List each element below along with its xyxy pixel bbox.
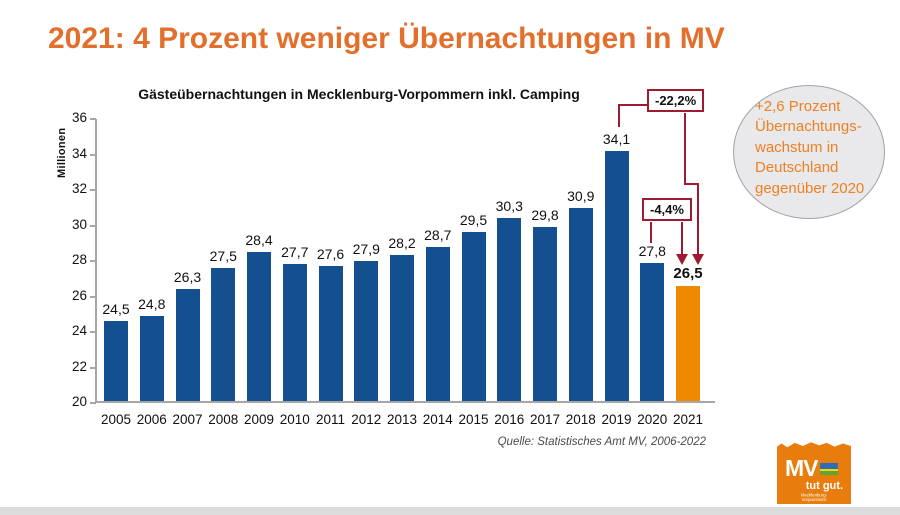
value-label-2017: 29,8 — [531, 207, 559, 224]
value-label-2021: 26,5 — [673, 264, 703, 282]
y-tick-34: 34 — [71, 145, 87, 161]
y-tick-26: 26 — [71, 287, 87, 303]
value-label-2011: 27,6 — [316, 246, 345, 263]
bar-2014 — [425, 246, 450, 401]
annotation-line — [681, 222, 683, 255]
value-label-2019: 34,1 — [602, 130, 631, 147]
callout-ellipse: +2,6 Prozent Übernachtungs- wachstum in … — [733, 85, 885, 219]
value-label-2014: 28,7 — [424, 226, 452, 243]
annotation-line — [684, 183, 699, 185]
y-tick-mark — [90, 402, 96, 404]
y-tick-20: 20 — [71, 394, 87, 409]
y-tick-24: 24 — [71, 323, 87, 338]
bar-2008 — [211, 267, 236, 401]
x-tick-2017: 2017 — [529, 412, 561, 427]
bar-2017 — [533, 227, 557, 401]
x-tick-2018: 2018 — [565, 412, 596, 427]
y-tick-32: 32 — [71, 181, 87, 196]
bar-2018 — [568, 207, 593, 401]
y-tick-22: 22 — [71, 358, 87, 374]
bar-2021 — [676, 285, 700, 401]
y-tick-mark — [90, 224, 96, 227]
annotation-box-2020-2021: -4,4% — [642, 198, 692, 221]
value-label-2012: 27,9 — [352, 240, 380, 257]
y-tick-mark — [90, 366, 96, 369]
bar-2009 — [247, 251, 271, 401]
bar-2011 — [318, 266, 343, 401]
annotation-box-2019-2021: -22,2% — [647, 89, 705, 112]
value-label-2016: 30,3 — [495, 198, 523, 215]
bar-2005 — [104, 321, 128, 401]
value-label-2005: 24,5 — [102, 301, 130, 318]
landscape-flag-icon — [819, 462, 838, 475]
y-tick-28: 28 — [71, 252, 87, 267]
value-label-2015: 29,5 — [459, 212, 488, 229]
y-tick-mark — [90, 260, 96, 262]
x-tick-2013: 2013 — [386, 412, 418, 427]
value-label-2008: 27,5 — [209, 247, 237, 264]
value-label-2010: 27,7 — [281, 244, 309, 261]
page-title: 2021: 4 Prozent weniger Übernachtungen i… — [48, 22, 725, 55]
arrow-down-icon — [692, 254, 704, 265]
y-tick-mark — [90, 118, 96, 120]
annotation-line — [650, 222, 652, 243]
bar-2016 — [497, 218, 522, 401]
y-tick-30: 30 — [71, 216, 87, 232]
x-tick-2015: 2015 — [458, 412, 489, 427]
y-tick-mark — [90, 153, 96, 156]
x-tick-2008: 2008 — [208, 412, 239, 427]
plot-area: 36 34 32 30 28 26 24 22 20 24,5 2005 24,8 2006 26,3 20… — [72, 110, 715, 427]
value-label-2009: 28,4 — [245, 231, 273, 248]
logo-abbr: MV — [785, 455, 818, 481]
y-tick-36: 36 — [71, 110, 87, 125]
bar-2012 — [354, 260, 379, 401]
x-tick-2009: 2009 — [243, 412, 275, 427]
value-label-2007: 26,3 — [173, 269, 202, 286]
logo-row: MV — [785, 457, 845, 480]
source-note: Quelle: Statistisches Amt MV, 2006-2022 — [497, 436, 706, 448]
bar-2006 — [139, 315, 164, 401]
x-tick-2012: 2012 — [351, 412, 382, 427]
y-tick-mark — [90, 331, 96, 333]
bar-2010 — [282, 264, 307, 401]
chart-title: Gästeübernachtungen in Mecklenburg-Vorpo… — [138, 86, 580, 102]
bar-2019 — [604, 150, 629, 401]
value-label-2020: 27,8 — [638, 242, 666, 259]
bar-2020 — [640, 262, 665, 401]
annotation-line — [697, 183, 699, 255]
logo-slogan: tut gut. — [805, 480, 843, 492]
value-label-2013: 28,2 — [388, 235, 416, 252]
y-tick-mark — [90, 295, 96, 298]
annotation-line — [618, 104, 647, 106]
mv-tut-gut-logo: MV tut gut. Mecklenburg-Vorpommern — [777, 442, 851, 504]
x-tick-2005: 2005 — [100, 412, 132, 427]
value-label-2018: 30,9 — [567, 187, 595, 204]
bottom-strip — [0, 507, 900, 515]
x-tick-2021: 2021 — [672, 412, 704, 427]
x-tick-2007: 2007 — [172, 412, 203, 427]
x-tick-2006: 2006 — [136, 412, 167, 427]
x-tick-2011: 2011 — [315, 412, 346, 427]
y-tick-mark — [90, 189, 96, 191]
arrow-down-icon — [676, 254, 688, 265]
x-tick-2016: 2016 — [494, 412, 525, 427]
annotation-line — [684, 113, 686, 185]
callout-text: +2,6 Prozent Übernachtungs- wachstum in … — [755, 98, 865, 197]
x-tick-2020: 2020 — [637, 412, 668, 427]
logo-region: Mecklenburg-Vorpommern — [800, 493, 828, 502]
value-label-2006: 24,8 — [138, 295, 166, 312]
x-tick-2014: 2014 — [422, 412, 453, 427]
bar-2007 — [175, 289, 200, 401]
x-tick-2019: 2019 — [601, 412, 632, 427]
bar-2015 — [461, 232, 486, 401]
x-tick-2010: 2010 — [279, 412, 310, 427]
bar-2013 — [390, 255, 414, 401]
annotation-line — [618, 104, 620, 127]
